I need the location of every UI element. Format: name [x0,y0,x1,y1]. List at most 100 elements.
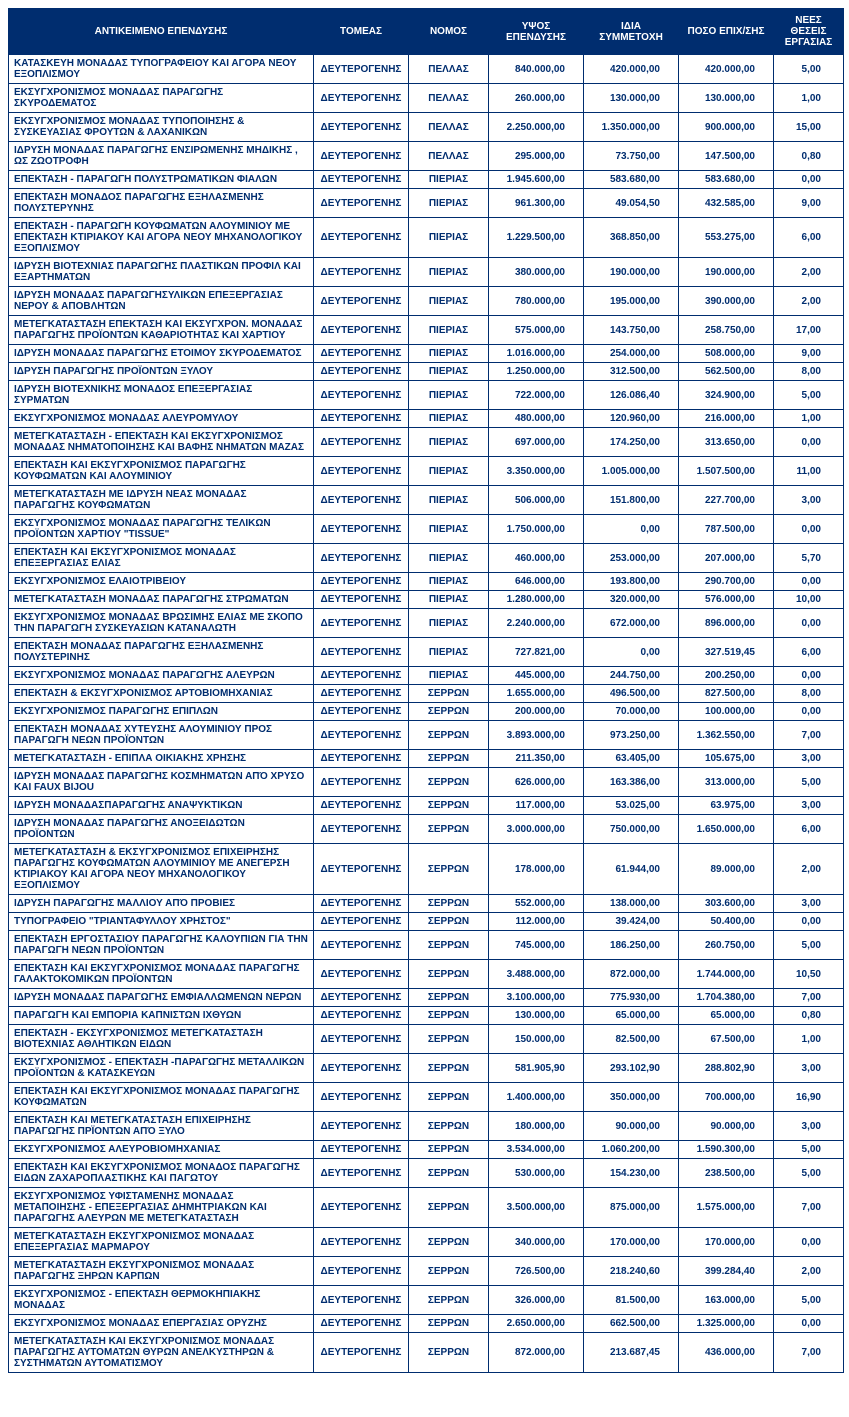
cell-subject: ΕΠΕΚΤΑΣΗ ΜΟΝΑΔΟΣ ΠΑΡΑΓΩΓΗΣ ΕΞΗΛΑΣΜΕΝΗΣ Π… [9,189,314,218]
cell-invest: 727.821,00 [489,638,584,667]
table-row: ΕΚΣΥΓΧΡΟΝΙΣΜΟΣ ΠΑΡΑΓΩΓΗΣ ΕΠΙΠΛΩΝΔΕΥΤΕΡΟΓ… [9,703,844,721]
cell-nomos: ΣΕΡΡΩΝ [409,1141,489,1159]
cell-sector: ΔΕΥΤΕΡΟΓΕΝΗΣ [314,638,409,667]
cell-sector: ΔΕΥΤΕΡΟΓΕΝΗΣ [314,171,409,189]
cell-own: 1.350.000,00 [584,113,679,142]
cell-own: 170.000,00 [584,1228,679,1257]
cell-subsidy: 562.500,00 [679,363,774,381]
cell-own: 39.424,00 [584,913,679,931]
cell-own: 190.000,00 [584,258,679,287]
cell-subject: ΙΔΡΥΣΗ ΜΟΝΑΔΑΣ ΠΑΡΑΓΩΓΗΣ ΕΝΣΙΡΩΜΕΝΗΣ ΜΗΔ… [9,142,314,171]
cell-own: 61.944,00 [584,844,679,895]
table-row: ΙΔΡΥΣΗ ΠΑΡΑΓΩΓΗΣ ΠΡΟΪΟΝΤΩΝ ΞΥΛΟΥΔΕΥΤΕΡΟΓ… [9,363,844,381]
cell-own: 154.230,00 [584,1159,679,1188]
cell-subject: ΕΠΕΚΤΑΣΗ ΜΟΝΑΔΑΣ ΧΥΤΕΥΣΗΣ ΑΛΟΥΜΙΝΙΟΥ ΠΡΟ… [9,721,314,750]
cell-subsidy: 900.000,00 [679,113,774,142]
cell-nomos: ΠΙΕΡΙΑΣ [409,171,489,189]
cell-invest: 1.945.600,00 [489,171,584,189]
cell-jobs: 5,00 [774,1141,844,1159]
cell-own: 1.005.000,00 [584,457,679,486]
cell-subject: ΕΚΣΥΓΧΡΟΝΙΣΜΟΣ ΜΟΝΑΔΑΣ ΑΛΕΥΡΟΜΥΛΟΥ [9,410,314,428]
cell-own: 872.000,00 [584,960,679,989]
cell-invest: 200.000,00 [489,703,584,721]
cell-invest: 840.000,00 [489,55,584,84]
col-own: ΙΔΙΑ ΣΥΜΜΕΤΟΧΗ [584,9,679,55]
cell-invest: 3.488.000,00 [489,960,584,989]
cell-jobs: 0,00 [774,428,844,457]
cell-own: 583.680,00 [584,171,679,189]
cell-own: 90.000,00 [584,1112,679,1141]
cell-subsidy: 170.000,00 [679,1228,774,1257]
cell-nomos: ΣΕΡΡΩΝ [409,844,489,895]
cell-subject: ΙΔΡΥΣΗ ΜΟΝΑΔΑΣΠΑΡΑΓΩΓΗΣ ΑΝΑΨΥΚΤΙΚΩΝ [9,797,314,815]
cell-jobs: 5,00 [774,55,844,84]
cell-jobs: 0,00 [774,703,844,721]
cell-own: 420.000,00 [584,55,679,84]
cell-jobs: 7,00 [774,721,844,750]
cell-subject: ΤΥΠΟΓΡΑΦΕΙΟ "ΤΡΙΑΝΤΑΦΥΛΛΟΥ ΧΡΗΣΤΟΣ" [9,913,314,931]
cell-jobs: 7,00 [774,1333,844,1373]
cell-nomos: ΣΕΡΡΩΝ [409,1159,489,1188]
cell-invest: 2.250.000,00 [489,113,584,142]
cell-nomos: ΣΕΡΡΩΝ [409,1188,489,1228]
cell-nomos: ΣΕΡΡΩΝ [409,1083,489,1112]
cell-jobs: 0,80 [774,142,844,171]
cell-jobs: 8,00 [774,685,844,703]
cell-own: 81.500,00 [584,1286,679,1315]
table-row: ΙΔΡΥΣΗ ΜΟΝΑΔΑΣ ΠΑΡΑΓΩΓΗΣ ΚΟΣΜΗΜΑΤΩΝ ΑΠΌ … [9,768,844,797]
cell-invest: 150.000,00 [489,1025,584,1054]
cell-sector: ΔΕΥΤΕΡΟΓΕΝΗΣ [314,55,409,84]
cell-sector: ΔΕΥΤΕΡΟΓΕΝΗΣ [314,797,409,815]
cell-subsidy: 1.744.000,00 [679,960,774,989]
cell-jobs: 1,00 [774,1025,844,1054]
cell-jobs: 7,00 [774,1188,844,1228]
cell-invest: 745.000,00 [489,931,584,960]
col-subsidy: ΠΟΣΟ ΕΠΙΧ/ΣΗΣ [679,9,774,55]
cell-nomos: ΠΕΛΛΑΣ [409,84,489,113]
cell-sector: ΔΕΥΤΕΡΟΓΕΝΗΣ [314,363,409,381]
cell-invest: 178.000,00 [489,844,584,895]
cell-subject: ΠΑΡΑΓΩΓΗ ΚΑΙ ΕΜΠΟΡΙΑ ΚΑΠΝΙΣΤΩΝ ΙΧΘΥΩΝ [9,1007,314,1025]
table-row: ΕΚΣΥΓΧΡΟΝΙΣΜΟΣ ΜΟΝΑΔΑΣ ΒΡΩΣΙΜΗΣ ΕΛΙΑΣ ΜΕ… [9,609,844,638]
cell-nomos: ΠΙΕΡΙΑΣ [409,638,489,667]
table-row: ΜΕΤΕΓΚΑΤΑΣΤΑΣΗ - ΕΠΙΠΛΑ ΟΙΚΙΑΚΗΣ ΧΡΗΣΗΣΔ… [9,750,844,768]
cell-subject: ΜΕΤΕΓΚΑΤΑΣΤΑΣΗ ΕΚΣΥΓΧΡΟΝΙΣΜΟΣ ΜΟΝΑΔΑΣ ΕΠ… [9,1228,314,1257]
cell-sector: ΔΕΥΤΕΡΟΓΕΝΗΣ [314,989,409,1007]
cell-own: 130.000,00 [584,84,679,113]
table-row: ΕΚΣΥΓΧΡΟΝΙΣΜΟΣ ΑΛΕΥΡΟΒΙΟΜΗΧΑΝΙΑΣΔΕΥΤΕΡΟΓ… [9,1141,844,1159]
cell-own: 254.000,00 [584,345,679,363]
table-row: ΜΕΤΕΓΚΑΤΑΣΤΑΣΗ ΕΚΣΥΓΧΡΟΝΙΣΜΟΣ ΜΟΝΑΔΑΣ ΕΠ… [9,1228,844,1257]
cell-invest: 211.350,00 [489,750,584,768]
cell-sector: ΔΕΥΤΕΡΟΓΕΝΗΣ [314,931,409,960]
cell-subject: ΜΕΤΕΓΚΑΤΑΣΤΑΣΗ ΕΚΣΥΓΧΡΟΝΙΣΜΟΣ ΜΟΝΑΔΑΣ ΠΑ… [9,1257,314,1286]
cell-jobs: 0,00 [774,171,844,189]
cell-jobs: 3,00 [774,1112,844,1141]
cell-subject: ΜΕΤΕΓΚΑΤΑΣΤΑΣΗ ΚΑΙ ΕΚΣΥΓΧΡΟΝΙΣΜΟΣ ΜΟΝΑΔΑ… [9,1333,314,1373]
cell-sector: ΔΕΥΤΕΡΟΓΕΝΗΣ [314,1083,409,1112]
table-row: ΙΔΡΥΣΗ ΜΟΝΑΔΑΣ ΠΑΡΑΓΩΓΗΣΥΛΙΚΩΝ ΕΠΕΞΕΡΓΑΣ… [9,287,844,316]
cell-invest: 340.000,00 [489,1228,584,1257]
cell-own: 213.687,45 [584,1333,679,1373]
cell-nomos: ΠΙΕΡΙΑΣ [409,486,489,515]
table-row: ΕΠΕΚΤΑΣΗ & ΕΚΣΥΓΧΡΟΝΙΣΜΟΣ ΑΡΤΟΒΙΟΜΗΧΑΝΙΑ… [9,685,844,703]
cell-own: 186.250,00 [584,931,679,960]
cell-jobs: 3,00 [774,1054,844,1083]
cell-sector: ΔΕΥΤΕΡΟΓΕΝΗΣ [314,895,409,913]
cell-own: 875.000,00 [584,1188,679,1228]
cell-sector: ΔΕΥΤΕΡΟΓΕΝΗΣ [314,486,409,515]
cell-nomos: ΣΕΡΡΩΝ [409,1333,489,1373]
cell-sector: ΔΕΥΤΕΡΟΓΕΝΗΣ [314,218,409,258]
cell-sector: ΔΕΥΤΕΡΟΓΕΝΗΣ [314,768,409,797]
cell-nomos: ΣΕΡΡΩΝ [409,989,489,1007]
table-row: ΕΠΕΚΤΑΣΗ - ΠΑΡΑΓΩΓΗ ΠΟΛΥΣΤΡΩΜΑΤΙΚΩΝ ΦΙΑΛ… [9,171,844,189]
cell-nomos: ΣΕΡΡΩΝ [409,1025,489,1054]
cell-subject: ΕΠΕΚΤΑΣΗ - ΠΑΡΑΓΩΓΗ ΠΟΛΥΣΤΡΩΜΑΤΙΚΩΝ ΦΙΑΛ… [9,171,314,189]
cell-own: 163.386,00 [584,768,679,797]
cell-invest: 961.300,00 [489,189,584,218]
table-row: ΕΠΕΚΤΑΣΗ ΚΑΙ ΕΚΣΥΓΧΡΟΝΙΣΜΟΣ ΜΟΝΑΔΟΣ ΠΑΡΑ… [9,1159,844,1188]
cell-invest: 697.000,00 [489,428,584,457]
col-sector: ΤΟΜΕΑΣ [314,9,409,55]
cell-nomos: ΣΕΡΡΩΝ [409,685,489,703]
cell-subsidy: 1.575.000,00 [679,1188,774,1228]
cell-nomos: ΠΙΕΡΙΑΣ [409,573,489,591]
